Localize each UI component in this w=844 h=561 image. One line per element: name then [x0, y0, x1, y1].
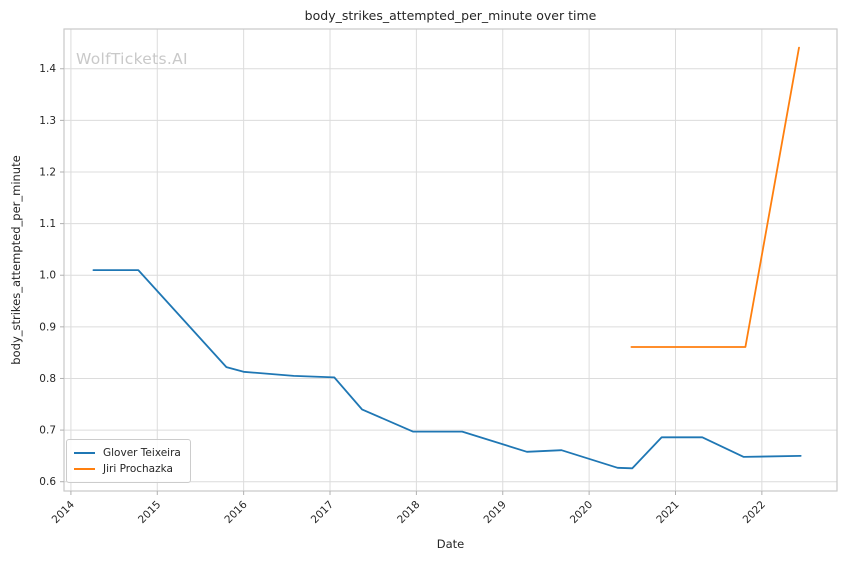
line-swatch-icon	[74, 452, 95, 454]
tick-label-y-1.3: 1.3	[39, 115, 56, 127]
tick-label-y-1.4: 1.4	[39, 63, 56, 75]
tick-label-x-2022: 2022	[741, 499, 768, 526]
tick-label-y-1.1: 1.1	[39, 218, 56, 230]
legend-item-glover-teixeira: Glover Teixeira	[74, 445, 181, 461]
tick-label-x-2019: 2019	[481, 499, 508, 526]
tick-label-y-0.8: 0.8	[39, 373, 56, 385]
series-line-glover-teixeira	[92, 269, 802, 470]
series-line-jiri-prochazka	[630, 46, 800, 348]
tick-label-x-2017: 2017	[309, 499, 336, 526]
tick-label-y-0.7: 0.7	[39, 425, 56, 437]
tick-label-y-0.9: 0.9	[39, 321, 56, 333]
y-axis-label: body_strikes_attempted_per_minute	[9, 155, 23, 365]
tick-label-y-0.6: 0.6	[39, 476, 56, 488]
tick-label-x-2020: 2020	[568, 499, 595, 526]
tick-label-x-2014: 2014	[50, 498, 78, 526]
x-axis-label: Date	[436, 537, 465, 551]
tick-label-y-1.0: 1.0	[39, 270, 56, 282]
legend-label: Glover Teixeira	[103, 447, 181, 459]
legend-label: Jiri Prochazka	[103, 463, 173, 475]
tick-label-y-1.2: 1.2	[39, 166, 56, 178]
tick-label-x-2021: 2021	[654, 499, 681, 526]
watermark-wolftickets: WolfTickets.AI	[76, 50, 188, 68]
plot-frame	[63, 28, 838, 492]
tick-label-x-2018: 2018	[395, 499, 422, 526]
line-swatch-icon	[74, 468, 95, 470]
chart-title: body_strikes_attempted_per_minute over t…	[304, 8, 597, 23]
legend-item-jiri-prochazka: Jiri Prochazka	[74, 461, 181, 477]
chart-legend: Glover Teixeira Jiri Prochazka	[66, 439, 191, 483]
tick-label-x-2015: 2015	[136, 499, 163, 526]
tick-label-x-2016: 2016	[222, 498, 250, 526]
